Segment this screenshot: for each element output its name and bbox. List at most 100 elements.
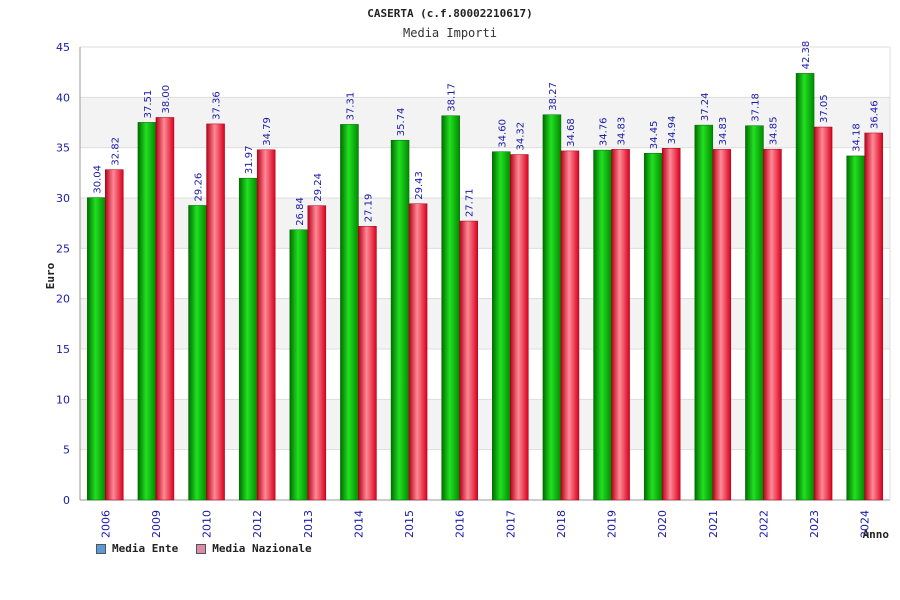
y-tick-label: 5 [63,444,70,457]
x-tick-label: 2020 [656,510,669,538]
bar-media-ente [238,177,258,501]
x-tick-label: 2015 [403,510,416,538]
legend-item-media-nazionale: Media Nazionale [196,542,312,555]
y-tick-label: 20 [56,293,70,306]
data-label: 35.74 [396,108,407,137]
y-tick-label: 25 [56,242,70,255]
bar-media-ente [441,115,460,501]
bar-media-ente [593,149,612,501]
x-tick-label: 2006 [99,510,112,538]
chart-subtitle: Media Importi [403,26,497,40]
bar-media-ente [87,197,106,501]
bar-media-ente [340,124,359,501]
bar-media-nazionale [459,220,478,501]
bar-media-nazionale [510,154,529,501]
x-tick-label: 2018 [555,510,568,538]
bar-media-nazionale [155,117,175,501]
y-tick-label: 40 [56,91,70,104]
bar-media-ente [643,152,663,501]
y-tick-label: 35 [56,142,70,155]
x-tick-label: 2014 [352,510,365,538]
bar-media-nazionale [105,169,124,501]
data-label: 34.68 [566,118,577,147]
bar-media-ente [289,229,309,501]
bar-media-nazionale [712,149,732,501]
bar-media-ente [492,151,511,501]
bar-media-nazionale [864,132,883,501]
data-label: 38.00 [161,85,172,114]
x-tick-label: 2009 [150,510,163,538]
bar-media-ente [188,205,207,501]
data-label: 36.46 [870,100,881,129]
x-tick-label: 2012 [251,510,264,538]
data-label: 26.84 [295,197,306,226]
data-label: 37.51 [143,90,154,119]
data-label: 34.83 [617,117,628,146]
x-tick-label: 2022 [757,510,770,538]
y-tick-label: 10 [56,393,70,406]
data-label: 34.83 [718,117,729,146]
data-label: 34.45 [649,121,660,150]
x-tick-label: 2016 [454,510,467,538]
bar-media-nazionale [256,149,276,501]
bar-media-ente [694,124,714,501]
x-tick-label: 2010 [201,510,214,538]
legend-item-media-ente: Media Ente [96,542,178,555]
grid-band [80,47,890,98]
bar-media-ente [542,114,562,501]
data-label: 37.36 [212,91,223,120]
legend-label-media-nazionale: Media Nazionale [212,542,312,555]
data-label: 37.05 [819,94,830,123]
data-label: 34.18 [852,123,863,152]
bar-media-ente [137,122,157,501]
y-axis-label: Euro [44,262,57,289]
data-label: 38.17 [447,83,458,112]
x-tick-label: 2019 [606,510,619,538]
x-tick-label: 2021 [707,510,720,538]
x-tick-label: 2023 [808,510,821,538]
data-label: 38.27 [548,82,559,111]
y-tick-label: 45 [56,41,70,54]
bar-media-nazionale [611,149,630,501]
data-label: 37.24 [700,92,711,121]
data-label: 29.43 [414,171,425,200]
chart-title: CASERTA (c.f.80002210617) [367,7,533,20]
legend-swatch-media-nazionale [196,543,207,554]
y-tick-label: 30 [56,192,70,205]
x-tick-label: 2024 [859,510,872,538]
data-label: 34.60 [497,119,508,148]
data-label: 27.71 [465,188,476,217]
data-label: 30.04 [92,165,103,194]
legend-label-media-ente: Media Ente [112,542,179,555]
bar-media-ente [846,155,865,501]
data-label: 37.31 [345,92,356,121]
data-label: 37.18 [750,93,761,122]
bar-media-nazionale [661,148,681,501]
bar-media-ente [795,73,815,501]
data-label: 27.19 [363,194,374,223]
data-label: 29.24 [313,173,324,202]
bar-media-nazionale [813,126,833,501]
data-label: 32.82 [110,137,121,166]
bar-media-nazionale [307,205,327,501]
x-axis-label: Anno [863,528,890,541]
bar-media-nazionale [358,226,377,501]
bar-media-nazionale [763,148,782,501]
data-label: 34.32 [515,122,526,151]
data-label: 42.38 [801,41,812,70]
x-tick-label: 2017 [504,510,517,538]
bar-media-nazionale [206,123,225,501]
data-label: 34.94 [667,116,678,145]
bar-media-ente [390,139,410,501]
data-label: 29.26 [194,173,205,202]
y-tick-label: 0 [63,494,70,507]
x-tick-label: 2013 [302,510,315,538]
data-label: 34.79 [262,117,273,146]
bar-media-nazionale [560,150,580,501]
y-tick-label: 15 [56,343,70,356]
legend: Media Ente Media Nazionale [96,542,312,555]
bar-media-ente [745,125,764,501]
bar-media-nazionale [408,203,428,501]
legend-swatch-media-ente [96,543,106,554]
